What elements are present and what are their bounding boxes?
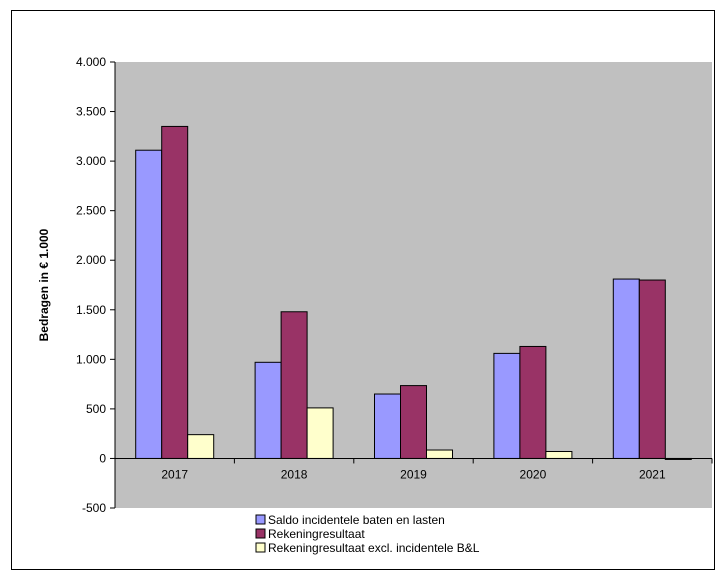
y-tick-label: 1.000: [76, 352, 106, 366]
x-tick-label: 2018: [281, 467, 308, 481]
bar: [400, 385, 427, 459]
bar: [374, 393, 401, 459]
legend-swatch: [255, 528, 266, 539]
bar: [187, 434, 215, 459]
legend-label: Saldo incidentele baten en lasten: [268, 513, 445, 527]
bar: [254, 361, 282, 459]
y-tick-label: 2.000: [76, 253, 106, 267]
y-tick-label: 3.500: [76, 105, 106, 119]
bar: [306, 407, 334, 459]
bar: [161, 125, 189, 459]
tick-labels: -500 0 500 1.000 1.500 2.000 2.500 3.000 3.500 4.…: [76, 55, 666, 515]
bar: [519, 345, 547, 459]
bar: [545, 451, 573, 459]
y-tick-label: 4.000: [76, 55, 106, 69]
y-tick-label: 0: [99, 451, 106, 465]
bar: [493, 352, 521, 459]
bar: [426, 449, 453, 459]
bar: [664, 457, 692, 460]
bar: [280, 311, 308, 459]
y-tick-label: 1.500: [76, 303, 106, 317]
bar: [612, 278, 640, 459]
bar: [135, 149, 163, 459]
x-tick-label: 2017: [161, 467, 188, 481]
y-tick-label: 2.500: [76, 204, 106, 218]
y-axis-label: Bedragen in € 1.000: [37, 228, 51, 341]
legend: Saldo incidentele baten en lastenRekenin…: [255, 513, 480, 555]
y-tick-label: -500: [82, 501, 106, 515]
legend-label: Rekeningresultaat excl. incidentele B&L: [268, 541, 480, 555]
y-tick-label: 3.000: [76, 154, 106, 168]
bar: [638, 279, 666, 459]
y-tick-label: 500: [86, 402, 106, 416]
legend-label: Rekeningresultaat: [268, 527, 365, 541]
x-tick-label: 2021: [639, 467, 666, 481]
x-tick-label: 2019: [400, 467, 427, 481]
bars: [135, 125, 692, 460]
legend-swatch: [255, 542, 266, 553]
legend-swatch: [255, 514, 266, 525]
x-tick-label: 2020: [520, 467, 547, 481]
